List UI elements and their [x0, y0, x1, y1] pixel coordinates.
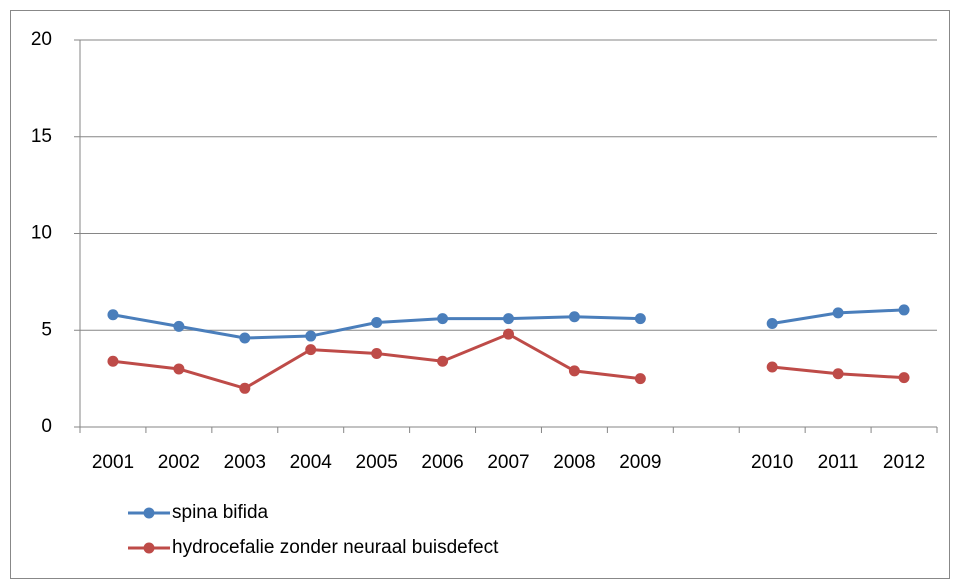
x-tick-label: 2003: [224, 452, 266, 473]
x-tick-label: 2001: [92, 452, 134, 473]
data-point: [173, 363, 185, 375]
y-tick-label: 0: [41, 416, 52, 437]
legend-marker: [143, 507, 155, 519]
data-point: [503, 313, 514, 325]
data-point: [239, 382, 251, 394]
x-tick-label: 2008: [553, 452, 595, 473]
data-point: [898, 372, 910, 384]
legend-label: spina bifida: [172, 502, 269, 523]
x-tick-label: 2007: [487, 452, 529, 473]
legend-marker: [143, 542, 155, 554]
data-point: [503, 328, 514, 340]
data-point: [832, 368, 844, 380]
data-point: [568, 311, 580, 323]
data-point: [305, 330, 317, 342]
data-point: [437, 355, 449, 367]
x-tick-label: 2004: [290, 452, 333, 473]
data-point: [107, 309, 119, 321]
data-point: [371, 317, 383, 329]
chart-border: [10, 10, 950, 579]
data-point: [305, 344, 317, 356]
data-point: [766, 361, 778, 373]
data-point: [173, 320, 185, 332]
data-point: [371, 347, 383, 359]
x-tick-label: 2006: [421, 452, 463, 473]
y-tick-label: 20: [31, 29, 52, 50]
x-tick-label: 2009: [619, 452, 661, 473]
data-point: [107, 355, 119, 367]
y-tick-label: 15: [31, 126, 52, 147]
data-point: [634, 313, 646, 325]
y-tick-label: 10: [31, 223, 52, 244]
x-tick-label: 2010: [751, 452, 793, 473]
data-point: [766, 317, 778, 329]
legend-label: hydrocefalie zonder neuraal buisdefect: [172, 537, 499, 558]
data-point: [568, 365, 580, 377]
data-point: [634, 373, 646, 385]
x-tick-label: 2005: [356, 452, 398, 473]
data-point: [832, 307, 844, 319]
x-tick-label: 2002: [158, 452, 200, 473]
y-tick-label: 5: [41, 319, 52, 340]
x-tick-label: 2012: [883, 452, 925, 473]
data-point: [898, 304, 910, 316]
x-tick-label: 2011: [818, 452, 859, 473]
data-point: [437, 313, 449, 325]
data-point: [239, 332, 251, 344]
